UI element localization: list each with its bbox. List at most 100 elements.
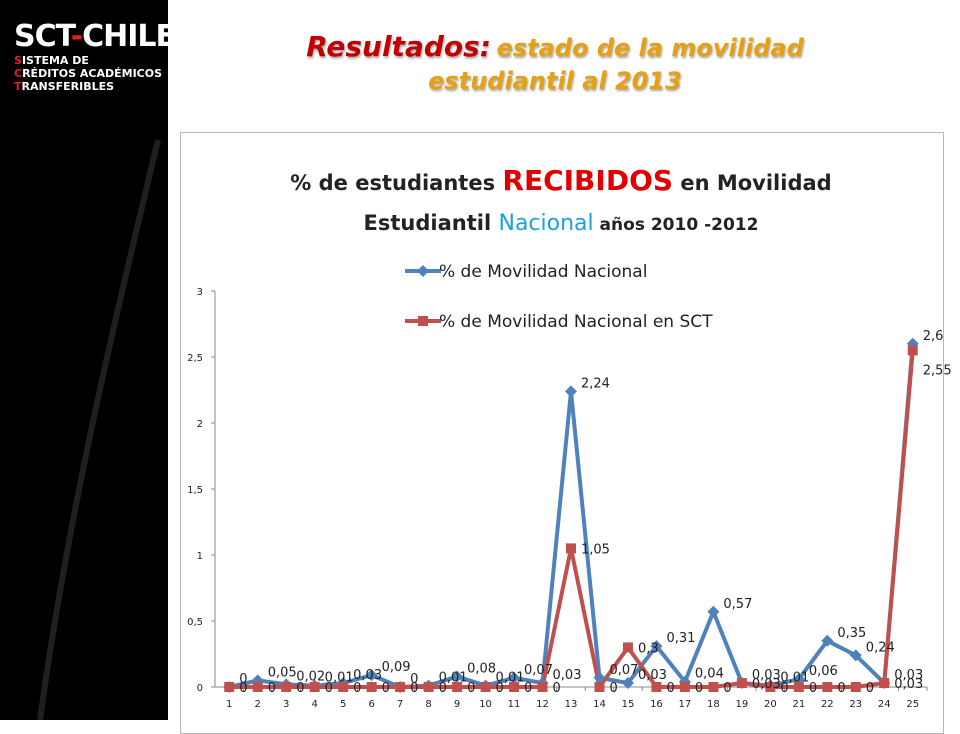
data-label-series-2: 0: [723, 681, 731, 696]
data-label-series-1: 0,01: [439, 671, 468, 686]
x-tick-label: 24: [878, 699, 891, 710]
series-2-marker: [537, 682, 548, 692]
series-1-marker: [451, 670, 464, 683]
x-tick-label: 18: [707, 699, 720, 710]
data-label-series-2: 0: [609, 681, 617, 696]
series-2-marker: [708, 682, 719, 692]
sct-chile-logo: SCT-CHILE SISTEMA DE CRÉDITOS ACADÉMICOS…: [14, 19, 176, 94]
series-1-marker: [365, 669, 378, 682]
data-label-series-2: 0: [809, 681, 817, 696]
data-label-series-1: 0,35: [837, 626, 866, 641]
series-2-marker: [622, 642, 633, 653]
data-label-series-2: 0: [553, 681, 561, 696]
data-label-series-2: 0: [496, 681, 504, 696]
data-label-series-1: 0: [410, 672, 418, 687]
logo-line-1: SISTEMA DE: [14, 54, 89, 67]
chart-title-part3: en Movilidad: [673, 171, 832, 195]
series-1-marker: [821, 634, 834, 647]
data-label-series-1: 0,01: [496, 671, 525, 686]
series-2-marker: [252, 682, 263, 692]
data-label-series-2: 1,05: [581, 542, 610, 557]
series-2-marker: [509, 682, 520, 692]
logo-wordmark: SCT-CHILE: [14, 19, 176, 54]
x-tick-label: 19: [736, 699, 749, 710]
data-label-series-2: 0: [837, 681, 845, 696]
data-label-series-1: 0,03: [353, 668, 382, 683]
x-tick-label: 1: [226, 699, 232, 710]
series-2-marker: [679, 682, 690, 692]
x-tick-label: 12: [536, 699, 549, 710]
data-label-series-1: 0,07: [609, 663, 638, 678]
chart-title-recibidos: RECIBIDOS: [502, 164, 674, 197]
chart-title-part4: Estudiantil: [363, 211, 499, 235]
x-tick-label: 13: [565, 699, 578, 710]
y-tick-label: 2,5: [187, 353, 203, 364]
legend-label-1: % de Movilidad Nacional: [439, 262, 647, 282]
x-tick-label: 8: [425, 699, 431, 710]
logo-line-3: TRANSFERIBLES: [14, 80, 115, 93]
data-label-series-1: 0,03: [638, 668, 667, 683]
sidebar-curve-decoration: [37, 0, 175, 720]
x-tick-label: 14: [593, 699, 606, 710]
x-tick-label: 21: [792, 699, 805, 710]
chart-title-part1: % de estudiantes: [290, 171, 503, 195]
data-label-series-1: 0,57: [723, 597, 752, 612]
series-2-marker: [395, 682, 406, 692]
series-1-marker: [707, 605, 720, 618]
data-label-series-2: 0,3: [638, 641, 659, 656]
data-label-series-1: 0,03: [553, 668, 582, 683]
data-label-series-2: 0,03: [752, 677, 781, 692]
x-tick-label: 5: [340, 699, 346, 710]
series-2-marker: [566, 543, 576, 554]
data-label-series-2: 0: [439, 681, 447, 696]
data-label-series-2: 0: [866, 681, 874, 696]
x-tick-label: 20: [764, 699, 777, 710]
data-label-series-1: 0,09: [382, 660, 411, 675]
x-tick-label: 10: [479, 699, 492, 710]
data-label-series-1: 0,01: [780, 671, 809, 686]
series-2-marker: [594, 682, 605, 692]
x-tick-label: 4: [311, 699, 317, 710]
data-label-series-2: 0: [780, 681, 788, 696]
data-label-series-1: 0,01: [325, 671, 354, 686]
y-tick-label: 3: [197, 287, 203, 298]
chart-title-years: años 2010 -2012: [593, 215, 759, 235]
data-label-series-2: 0: [666, 681, 674, 696]
data-label-series-1: 0,08: [467, 661, 496, 676]
series-2-marker: [224, 682, 235, 692]
data-label-series-2: 0: [695, 681, 703, 696]
series-2-marker: [907, 345, 918, 356]
series-2-marker: [309, 682, 320, 692]
y-tick-label: 2: [197, 419, 203, 430]
data-label-series-1: 2,6: [923, 329, 944, 344]
data-label-series-1: 0,07: [524, 663, 553, 678]
chart-frame: [180, 132, 944, 734]
x-tick-label: 6: [368, 699, 374, 710]
data-label-series-1: 0,31: [666, 631, 695, 646]
series-2-marker: [736, 678, 747, 689]
data-label-series-1: 0,24: [866, 640, 895, 655]
series-2-marker: [366, 682, 377, 692]
data-label-series-2: 0,03: [894, 677, 923, 692]
data-label-series-1: 0,03: [894, 668, 923, 683]
x-tick-label: 17: [679, 699, 692, 710]
data-label-series-1: 0: [239, 672, 247, 687]
series-2-marker: [480, 682, 491, 692]
data-label-series-2: 2,55: [923, 363, 952, 378]
legend-marker-1: [417, 265, 429, 277]
series-2-marker: [765, 682, 776, 692]
series-1-marker: [650, 640, 663, 653]
data-label-series-1: 0,05: [268, 665, 297, 680]
series-2-marker: [822, 682, 833, 692]
y-tick-label: 0,5: [187, 617, 203, 628]
x-tick-label: 22: [821, 699, 834, 710]
series-1-marker: [593, 671, 606, 684]
x-tick-label: 9: [454, 699, 460, 710]
series-2-marker: [281, 682, 292, 692]
data-label-series-1: 0,04: [695, 667, 724, 682]
data-label-series-2: 0: [467, 681, 475, 696]
series-2-marker: [793, 682, 804, 692]
x-tick-label: 2: [255, 699, 261, 710]
slide-title-sub2: estudiantil al 2013: [428, 67, 682, 95]
series-2-marker: [850, 682, 861, 692]
